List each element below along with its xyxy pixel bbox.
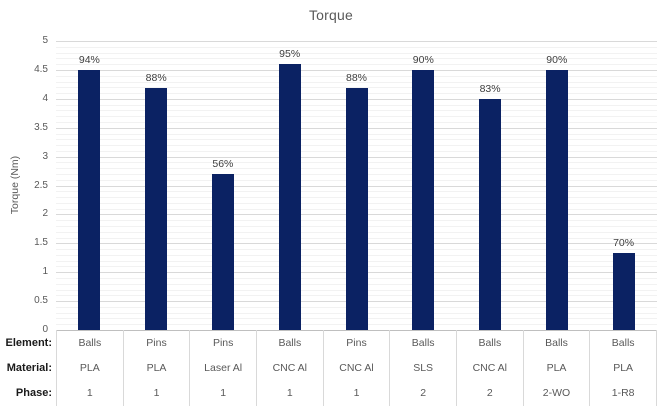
minor-gridline — [56, 87, 657, 89]
bar[interactable] — [78, 69, 101, 330]
bar[interactable] — [211, 173, 234, 330]
bar-value-label: 90% — [546, 53, 568, 66]
category-cell-phase: 1 — [57, 380, 124, 406]
bar[interactable] — [612, 253, 635, 330]
minor-gridline — [56, 81, 657, 83]
bar[interactable] — [545, 69, 568, 330]
x-axis-line — [56, 330, 657, 331]
category-cell-phase: 1-R8 — [590, 380, 657, 406]
category-cell-phase: 1 — [190, 380, 257, 406]
category-cell-element: Balls — [457, 330, 524, 356]
category-cell-material: PLA — [57, 355, 124, 381]
category-cell-phase: 2 — [390, 380, 457, 406]
minor-gridline — [56, 46, 657, 48]
category-cell-phase: 1 — [324, 380, 391, 406]
category-cell-material: PLA — [524, 355, 591, 381]
category-cell-material: CNC Al — [257, 355, 324, 381]
category-cell-phase: 1 — [124, 380, 191, 406]
minor-gridline — [56, 58, 657, 60]
category-cell-material: PLA — [124, 355, 191, 381]
row-header-phase: Phase: — [15, 387, 52, 400]
bar-value-label: 88% — [145, 71, 167, 84]
minor-gridline — [56, 75, 657, 77]
category-cell-element: Balls — [590, 330, 657, 356]
category-cell-phase: 1 — [257, 380, 324, 406]
y-tick-label: 2.5 — [34, 179, 48, 191]
bar-value-label: 70% — [613, 237, 635, 250]
category-cell-material: PLA — [590, 355, 657, 381]
bar[interactable] — [479, 98, 502, 330]
category-cell-material: Laser Al — [190, 355, 257, 381]
category-cell-material: SLS — [390, 355, 457, 381]
bar[interactable] — [345, 87, 368, 330]
bar[interactable] — [145, 87, 168, 330]
major-gridline — [56, 69, 657, 71]
category-cell-element: Pins — [124, 330, 191, 356]
y-tick-label: 4.5 — [34, 63, 48, 75]
category-cell-phase: 2-WO — [524, 380, 591, 406]
bar-value-label: 88% — [345, 71, 367, 84]
minor-gridline — [56, 52, 657, 54]
bar-value-label: 94% — [78, 53, 100, 66]
bar-value-label: 56% — [212, 157, 234, 170]
y-tick-label: 1 — [42, 266, 48, 278]
y-tick-label: 0 — [42, 324, 48, 335]
category-cell-phase: 2 — [457, 380, 524, 406]
chart-title: Torque — [308, 7, 353, 23]
y-tick-label: 5 — [42, 35, 48, 46]
y-tick-label: 4 — [42, 92, 48, 104]
category-cell-element: Balls — [524, 330, 591, 356]
y-tick-label: 0.5 — [34, 295, 48, 307]
category-cell-element: Pins — [190, 330, 257, 356]
bar-value-label: 83% — [479, 82, 501, 95]
category-table: Balls Pins Pins Balls Pins Balls Balls Balls Bal… — [56, 330, 657, 406]
y-tick-label: 1.5 — [34, 237, 48, 249]
category-cell-element: Balls — [57, 330, 124, 356]
category-cell-element: Balls — [390, 330, 457, 356]
category-cell-material: CNC Al — [324, 355, 391, 381]
plot-area: 94% 88% 56% 95% 88% 90% 83% 90% 70% — [56, 41, 657, 330]
row-header-material: Material: — [6, 361, 52, 374]
row-header-element: Element: — [5, 336, 52, 349]
major-gridline — [56, 41, 657, 42]
y-tick-label: 2 — [42, 208, 48, 220]
y-tick-label: 3.5 — [34, 121, 48, 133]
minor-gridline — [56, 64, 657, 66]
bar[interactable] — [278, 64, 301, 330]
bar-value-label: 95% — [279, 48, 301, 61]
category-cell-element: Balls — [257, 330, 324, 356]
bar[interactable] — [412, 69, 435, 330]
y-tick-label: 3 — [42, 150, 48, 162]
bar-value-label: 90% — [412, 53, 434, 66]
category-cell-material: CNC Al — [457, 355, 524, 381]
category-cell-element: Pins — [324, 330, 391, 356]
